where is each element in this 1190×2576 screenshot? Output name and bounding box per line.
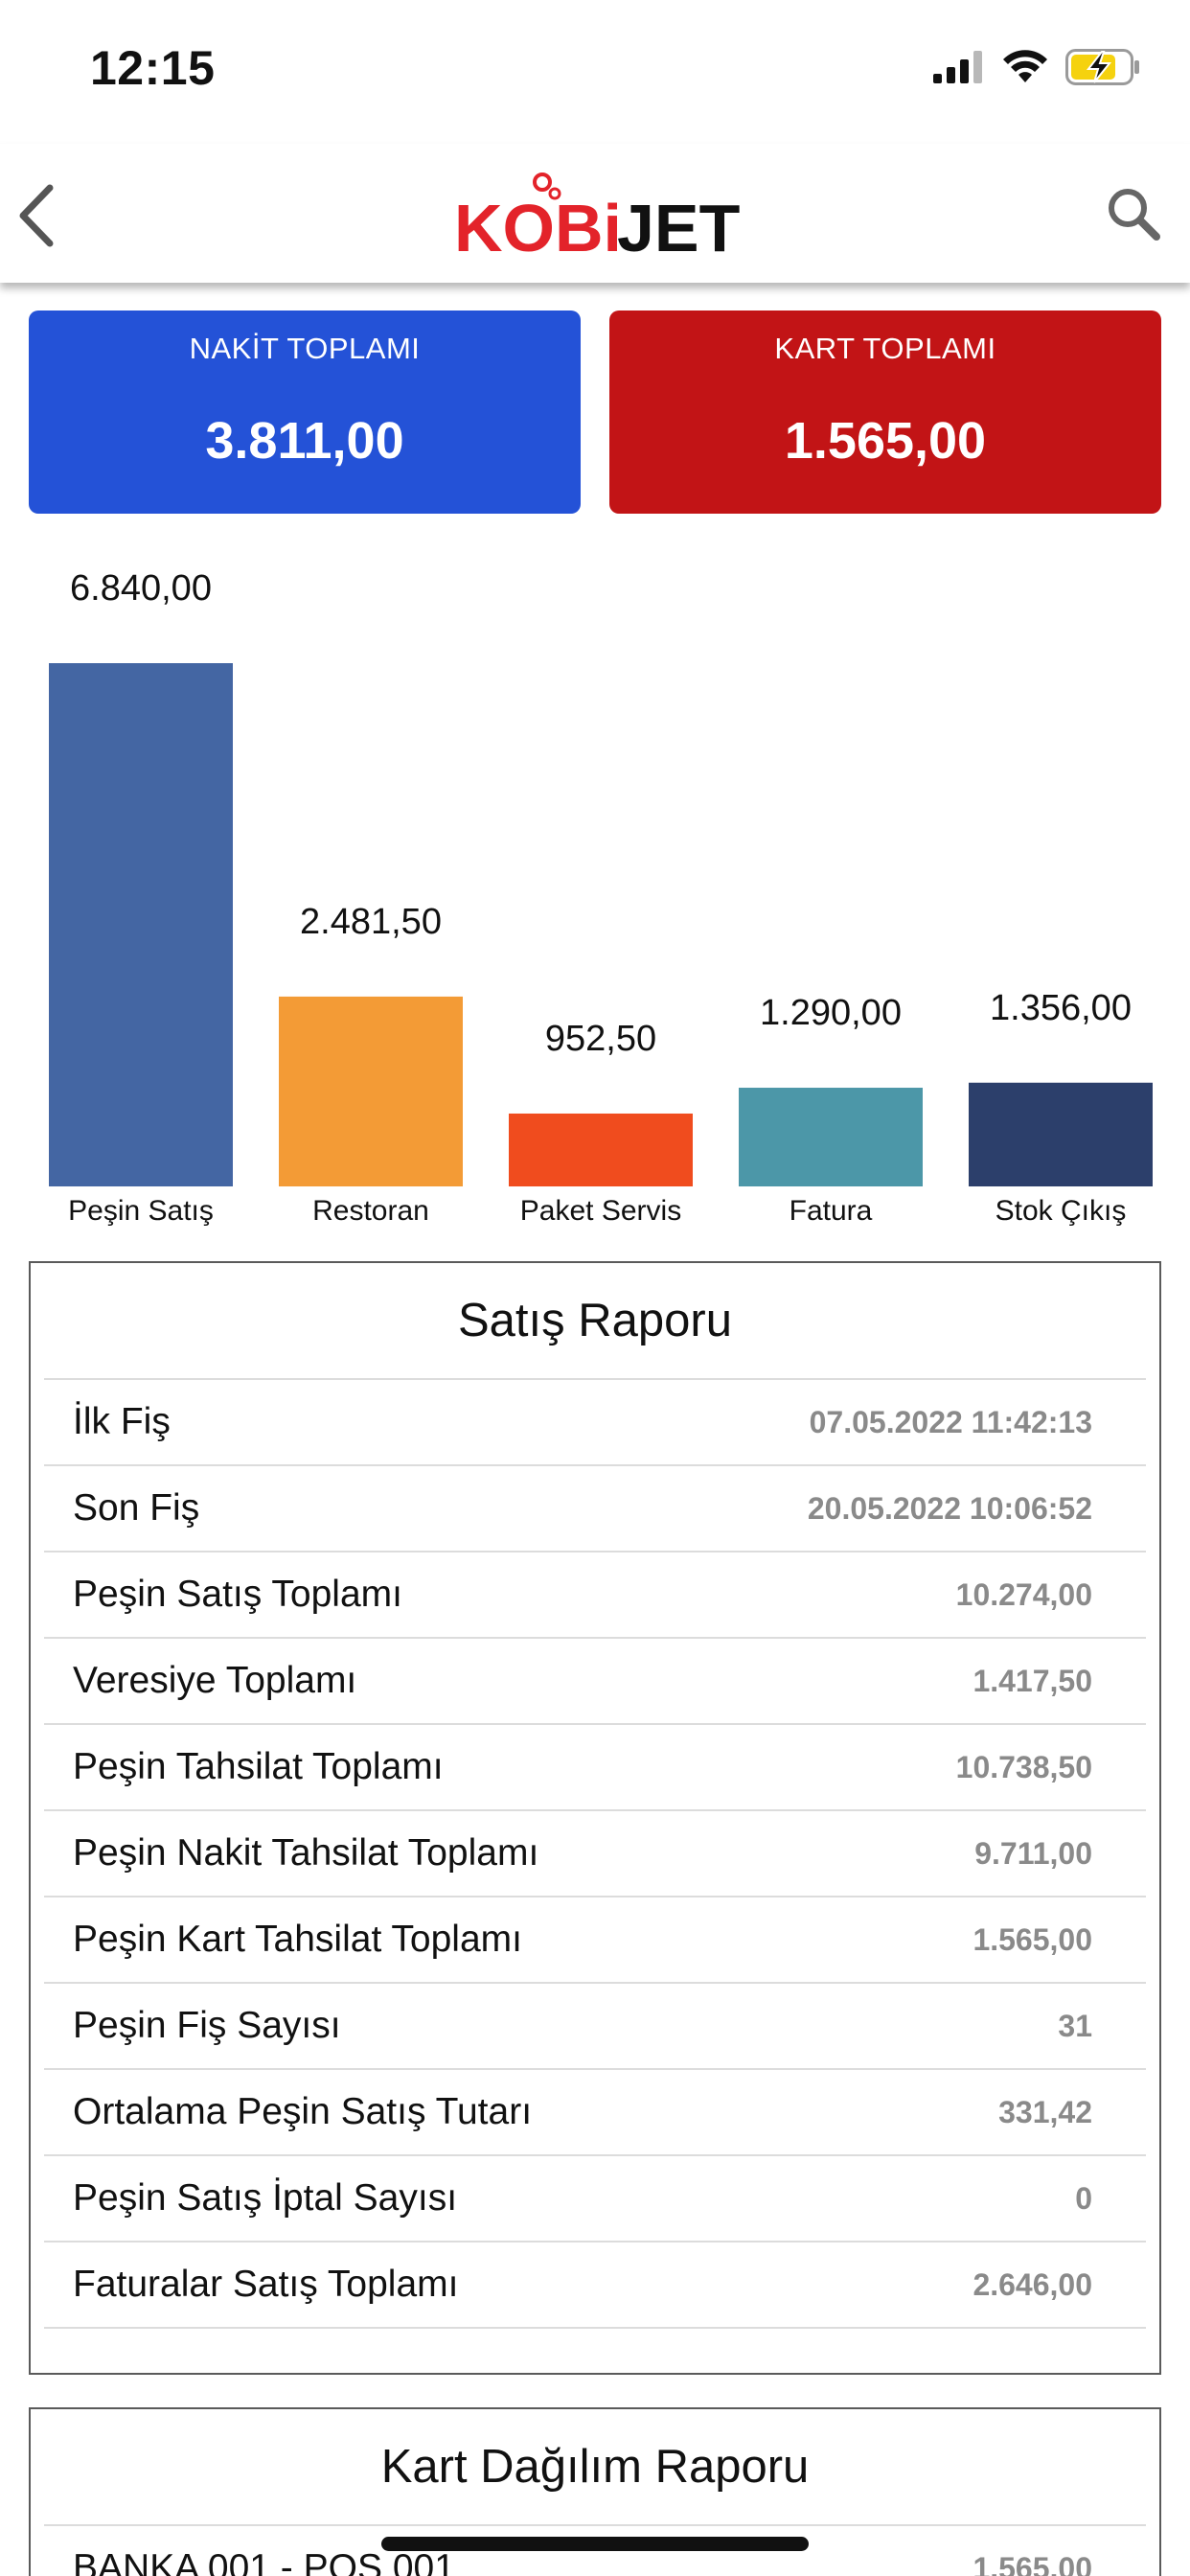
home-indicator[interactable] xyxy=(381,2537,809,2551)
table-row: Veresiye Toplamı 1.417,50 xyxy=(44,1637,1146,1723)
chart-bar xyxy=(509,1113,693,1186)
bar-value-label: 2.481,50 xyxy=(300,902,442,942)
row-label: Peşin Satış İptal Sayısı xyxy=(73,2177,458,2219)
table-row: Peşin Tahsilat Toplamı 10.738,50 xyxy=(44,1723,1146,1809)
card-total-card: KART TOPLAMI 1.565,00 xyxy=(609,310,1161,514)
table-row: BANKA 001 - POS 001 1.565,00 xyxy=(44,2524,1146,2576)
cash-total-card: NAKİT TOPLAMI 3.811,00 xyxy=(29,310,581,514)
row-value: 31 xyxy=(1058,2008,1092,2043)
bar-value-label: 1.356,00 xyxy=(990,988,1132,1028)
wifi-icon xyxy=(1002,49,1048,89)
battery-charging-icon xyxy=(1065,48,1142,90)
row-label: Son Fiş xyxy=(73,1487,200,1529)
chart-bar xyxy=(969,1082,1153,1186)
row-label: Veresiye Toplamı xyxy=(73,1660,357,1701)
row-value: 331,42 xyxy=(998,2094,1092,2129)
back-chevron-icon xyxy=(19,184,54,247)
table-row: İlk Fiş 07.05.2022 11:42:13 xyxy=(44,1378,1146,1464)
row-label: İlk Fiş xyxy=(73,1401,171,1442)
logo-text-left: KOBi xyxy=(454,191,622,265)
kobijet-logo: KOBi JET xyxy=(454,165,742,270)
chart-bar xyxy=(739,1088,923,1186)
row-label: Peşin Satış Toplamı xyxy=(73,1574,402,1615)
row-label: Peşin Kart Tahsilat Toplamı xyxy=(73,1919,522,1960)
table-row: Peşin Satış İptal Sayısı 0 xyxy=(44,2154,1146,2241)
status-bar: 12:15 xyxy=(0,0,1190,144)
chart-bar xyxy=(279,996,463,1186)
chart-svg: 6.840,00 Peşin Satış 2.481,50 Restoran 952,5… xyxy=(49,568,1153,1227)
row-label: BANKA 001 - POS 001 xyxy=(73,2547,455,2576)
bar-category-label: Stok Çıkış xyxy=(995,1195,1127,1227)
row-value: 0 xyxy=(1075,2180,1092,2216)
table-row: Peşin Kart Tahsilat Toplamı 1.565,00 xyxy=(44,1896,1146,1982)
row-label: Ortalama Peşin Satış Tutarı xyxy=(73,2091,533,2132)
bar-category-label: Fatura xyxy=(790,1195,873,1227)
row-value: 10.274,00 xyxy=(955,1576,1092,1612)
sales-bar-chart: 6.840,00 Peşin Satış 2.481,50 Restoran 952,5… xyxy=(0,537,1190,1227)
row-value: 1.565,00 xyxy=(973,2550,1092,2576)
row-label: Faturalar Satış Toplamı xyxy=(73,2264,459,2305)
bar-value-label: 1.290,00 xyxy=(760,993,902,1033)
row-label: Peşin Tahsilat Toplamı xyxy=(73,1746,444,1787)
sales-report-rows: İlk Fiş 07.05.2022 11:42:13 Son Fiş 20.05.2… xyxy=(44,1378,1146,2373)
bar-value-label: 6.840,00 xyxy=(70,568,212,609)
table-row: Ortalama Peşin Satış Tutarı 331,42 xyxy=(44,2068,1146,2154)
signal-icon xyxy=(933,50,985,88)
app-header: KOBi JET xyxy=(0,144,1190,283)
sales-report-panel: Satış Raporu İlk Fiş 07.05.2022 11:42:13 S… xyxy=(29,1261,1161,2375)
bar-category-label: Peşin Satış xyxy=(68,1195,214,1227)
sales-report-title: Satış Raporu xyxy=(458,1295,732,1346)
status-icons xyxy=(933,48,1142,90)
table-row: Son Fiş 20.05.2022 10:06:52 xyxy=(44,1464,1146,1551)
card-report-title: Kart Dağılım Raporu xyxy=(380,2441,810,2493)
bar-category-label: Restoran xyxy=(312,1195,429,1227)
row-value: 20.05.2022 10:06:52 xyxy=(807,1490,1092,1526)
back-button[interactable] xyxy=(8,177,65,254)
card-report-rows: BANKA 001 - POS 001 1.565,00 xyxy=(44,2524,1146,2576)
table-row: Peşin Satış Toplamı 10.274,00 xyxy=(44,1551,1146,1637)
row-value: 07.05.2022 11:42:13 xyxy=(809,1404,1092,1439)
table-row: Faturalar Satış Toplamı 2.646,00 xyxy=(44,2241,1146,2327)
card-total-value: 1.565,00 xyxy=(784,412,987,470)
logo-text-right: JET xyxy=(617,191,740,265)
status-time: 12:15 xyxy=(90,41,216,95)
bar-category-label: Paket Servis xyxy=(520,1195,681,1227)
bar-value-label: 952,50 xyxy=(545,1019,656,1059)
cash-total-title: NAKİT TOPLAMI xyxy=(189,332,421,365)
row-value: 1.565,00 xyxy=(973,1921,1092,1957)
row-value: 9.711,00 xyxy=(974,1835,1092,1871)
card-total-title: KART TOPLAMI xyxy=(774,332,996,365)
row-value: 1.417,50 xyxy=(973,1663,1092,1698)
row-value: 10.738,50 xyxy=(955,1749,1092,1784)
cash-total-value: 3.811,00 xyxy=(205,412,404,470)
search-icon xyxy=(1109,189,1160,241)
row-value: 2.646,00 xyxy=(973,2266,1092,2302)
table-row: Peşin Fiş Sayısı 31 xyxy=(44,1982,1146,2068)
row-label: Peşin Fiş Sayısı xyxy=(73,2005,341,2046)
table-row: Peşin Nakit Tahsilat Toplamı 9.711,00 xyxy=(44,1809,1146,1896)
chart-bar xyxy=(49,663,233,1186)
search-button[interactable] xyxy=(1100,180,1167,247)
row-label: Peşin Nakit Tahsilat Toplamı xyxy=(73,1832,539,1874)
